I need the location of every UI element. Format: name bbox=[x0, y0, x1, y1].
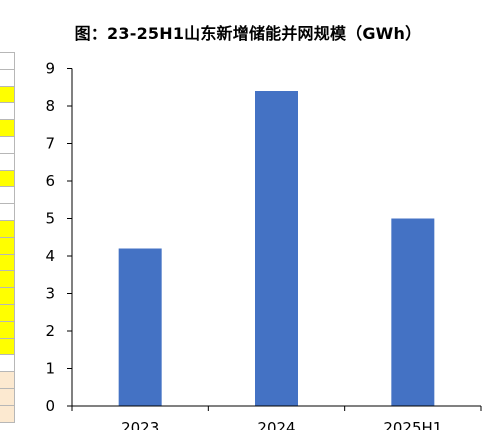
x-axis: 2023 2024 2025H1 bbox=[71, 405, 482, 430]
y-tick-label: 2 bbox=[45, 322, 55, 340]
y-tick-label: 9 bbox=[45, 60, 55, 78]
y-tick-label: 3 bbox=[45, 285, 55, 303]
bar-2024 bbox=[255, 91, 298, 406]
y-tick-label: 0 bbox=[45, 397, 55, 415]
y-tick-label: 4 bbox=[45, 247, 55, 265]
x-category-label: 2023 bbox=[121, 419, 159, 430]
y-tick-label: 7 bbox=[45, 135, 55, 153]
y-tick-label: 1 bbox=[45, 360, 55, 378]
y-axis: 0 1 2 3 4 5 6 7 8 9 bbox=[45, 60, 73, 415]
bars bbox=[118, 91, 435, 406]
bar-2023 bbox=[118, 248, 162, 406]
chart-title: 图：23-25H1山东新增储能并网规模（GWh） bbox=[74, 24, 422, 43]
x-category-label: 2025H1 bbox=[383, 419, 442, 430]
spreadsheet-cell-strip bbox=[0, 52, 16, 430]
bar-2025h1 bbox=[391, 218, 435, 406]
y-tick-label: 6 bbox=[45, 172, 55, 190]
spreadsheet-cell bbox=[0, 404, 15, 423]
y-tick-label: 5 bbox=[45, 210, 55, 228]
y-tick-label: 8 bbox=[45, 97, 55, 115]
x-category-label: 2024 bbox=[257, 419, 295, 430]
